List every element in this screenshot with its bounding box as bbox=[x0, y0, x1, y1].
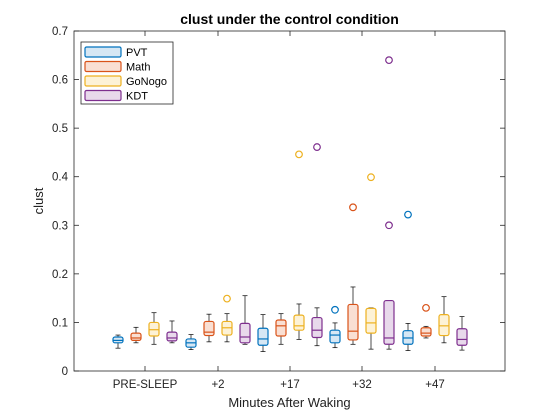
y-tick-label: 0.5 bbox=[52, 123, 68, 135]
y-tick-label: 0.6 bbox=[52, 75, 68, 87]
outlier-point bbox=[295, 150, 303, 159]
box-iqr bbox=[275, 319, 287, 337]
box-kdt-4 bbox=[456, 316, 468, 351]
y-tick-label: 0.3 bbox=[52, 220, 68, 232]
box-math-0 bbox=[130, 326, 142, 344]
box-pvt-3 bbox=[329, 305, 341, 349]
box-kdt-2 bbox=[311, 143, 323, 347]
box-gonogo-1 bbox=[221, 294, 233, 343]
outlier-point bbox=[313, 143, 321, 151]
legend-swatch-math bbox=[84, 60, 122, 73]
box-kdt-3 bbox=[383, 56, 395, 350]
box-iqr bbox=[365, 307, 377, 334]
box-iqr bbox=[420, 327, 432, 337]
x-tick-label: +17 bbox=[280, 379, 300, 391]
box-iqr bbox=[456, 328, 468, 346]
legend-label-gonogo: GoNogo bbox=[126, 76, 167, 88]
outlier-point bbox=[385, 56, 393, 65]
y-tick-label: 0 bbox=[62, 366, 68, 378]
box-iqr bbox=[166, 331, 178, 342]
outlier-point bbox=[404, 210, 412, 219]
box-iqr bbox=[347, 303, 359, 341]
legend-swatch-pvt bbox=[84, 46, 122, 58]
box-pvt-1 bbox=[185, 334, 197, 350]
outlier-point bbox=[367, 173, 375, 182]
box-iqr bbox=[203, 320, 215, 337]
box-math-3 bbox=[347, 203, 359, 345]
box-gonogo-2 bbox=[293, 150, 305, 340]
outlier-point bbox=[385, 221, 393, 230]
y-tick-label: 0.2 bbox=[52, 269, 68, 281]
box-iqr bbox=[383, 299, 395, 345]
y-axis-label: clust bbox=[31, 187, 46, 214]
box-kdt-0 bbox=[166, 320, 178, 344]
y-tick-label: 0.4 bbox=[52, 172, 69, 184]
box-iqr bbox=[438, 314, 450, 337]
x-tick-label: +32 bbox=[352, 379, 372, 391]
series-kdt bbox=[166, 56, 468, 351]
box-iqr bbox=[130, 332, 142, 342]
series-pvt bbox=[112, 210, 414, 352]
x-tick-label: PRE-SLEEP bbox=[113, 379, 178, 391]
series-gonogo bbox=[148, 150, 450, 350]
x-tick-label: +47 bbox=[425, 379, 445, 391]
axes-box bbox=[73, 30, 506, 372]
box-iqr bbox=[311, 316, 323, 339]
chart-title: clust under the control condition bbox=[180, 11, 399, 27]
box-pvt-0 bbox=[112, 334, 124, 349]
outlier-point bbox=[422, 303, 430, 312]
y-tick-label: 0.1 bbox=[52, 317, 68, 329]
x-tick-label: +2 bbox=[211, 379, 224, 391]
legend-label-math: Math bbox=[126, 62, 150, 74]
box-gonogo-3 bbox=[365, 173, 377, 350]
outlier-point bbox=[331, 305, 339, 314]
box-math-1 bbox=[203, 313, 215, 343]
box-pvt-2 bbox=[257, 314, 269, 352]
legend: PVT Math GoNogo KDT bbox=[80, 41, 174, 105]
box-pvt-4 bbox=[402, 210, 414, 351]
box-gonogo-0 bbox=[148, 312, 160, 345]
box-iqr bbox=[329, 329, 341, 344]
legend-swatch-kdt bbox=[84, 89, 122, 102]
outlier-point bbox=[349, 203, 357, 212]
box-kdt-1 bbox=[239, 295, 251, 345]
series-math bbox=[130, 203, 432, 345]
legend-label-kdt: KDT bbox=[126, 91, 148, 103]
y-tick-label: 0.7 bbox=[52, 26, 68, 38]
legend-label-pvt: PVT bbox=[126, 47, 148, 59]
plot-area: 0 0.1 0.2 0.3 0.4 0.5 0.6 0.7 PRE-SLEEP +2 +17 +32 +… bbox=[52, 26, 506, 391]
legend-swatch-gonogo bbox=[84, 75, 122, 87]
outlier-point bbox=[223, 294, 231, 303]
box-iqr bbox=[257, 327, 269, 346]
x-axis-label: Minutes After Waking bbox=[228, 395, 350, 410]
box-iqr bbox=[293, 314, 305, 331]
box-gonogo-4 bbox=[438, 296, 450, 344]
box-iqr bbox=[239, 322, 251, 344]
box-math-2 bbox=[275, 313, 287, 345]
box-math-4 bbox=[420, 303, 432, 339]
